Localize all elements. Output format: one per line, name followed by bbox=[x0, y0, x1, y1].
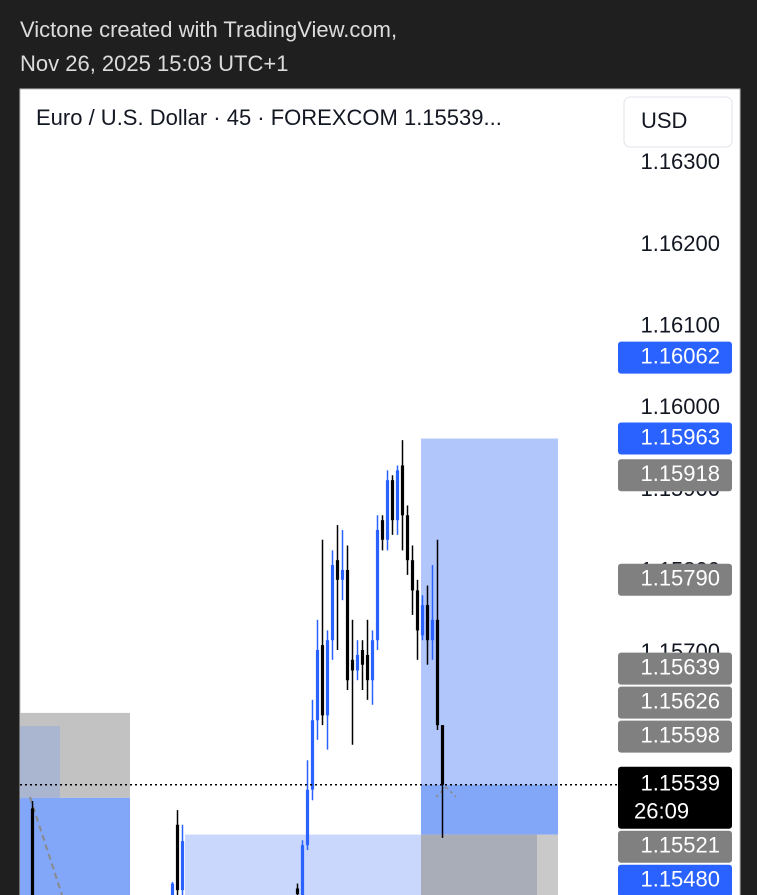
price-badge bbox=[618, 864, 732, 895]
currency-button[interactable] bbox=[623, 96, 733, 148]
candle-body bbox=[305, 789, 310, 846]
price-badge-label: 1.15963 bbox=[640, 424, 720, 449]
price-badge-label: 1.15598 bbox=[640, 722, 720, 747]
candle-body bbox=[345, 569, 350, 681]
trend-line bbox=[435, 786, 447, 798]
candle-body bbox=[410, 560, 415, 591]
zone bbox=[20, 725, 60, 798]
candle-body bbox=[425, 605, 430, 641]
zone bbox=[537, 834, 558, 895]
candle-body bbox=[180, 841, 185, 891]
chart-legend: Euro / U.S. Dollar · 45 · FOREXCOM 1.155… bbox=[36, 105, 502, 130]
drawings bbox=[29, 786, 457, 895]
chart-panel bbox=[19, 88, 741, 895]
candle-body bbox=[400, 465, 405, 516]
zone bbox=[421, 834, 537, 895]
candle-body bbox=[435, 619, 440, 726]
candle-body bbox=[320, 645, 325, 716]
candles bbox=[30, 440, 445, 895]
candle-body bbox=[170, 883, 175, 895]
price-badge bbox=[618, 422, 732, 455]
y-tick-label: 1.16300 bbox=[640, 149, 720, 174]
price-badge-label: 1.15639 bbox=[640, 654, 720, 679]
trend-line bbox=[445, 786, 457, 798]
candle-body bbox=[310, 720, 315, 790]
candle-body bbox=[390, 480, 395, 521]
candle-body bbox=[300, 845, 305, 895]
price-badge bbox=[618, 459, 732, 492]
candle-body bbox=[315, 650, 320, 721]
currency-label[interactable]: USD bbox=[641, 108, 687, 133]
candle-body bbox=[325, 640, 330, 716]
candle-body bbox=[420, 605, 425, 636]
candle-body bbox=[340, 569, 345, 580]
price-badge-label: 1.15918 bbox=[640, 461, 720, 486]
candle-body bbox=[30, 808, 35, 895]
candle-body bbox=[375, 529, 380, 641]
price-badge bbox=[618, 830, 732, 863]
price-labels: 1.16062 1.15963 1.15918 1.15790 1.15639 1.156… bbox=[20, 341, 732, 895]
price-badge-label: 1.15539 bbox=[640, 771, 720, 796]
zone bbox=[421, 784, 558, 835]
candle-body bbox=[395, 470, 400, 521]
candle-body bbox=[385, 480, 390, 540]
price-badge bbox=[618, 341, 732, 374]
candle-body bbox=[380, 520, 385, 540]
price-badge-label: 1.15521 bbox=[640, 833, 720, 858]
candle-body bbox=[295, 888, 300, 895]
candle-body bbox=[430, 619, 435, 641]
y-tick-label: 1.16200 bbox=[640, 231, 720, 256]
price-badge bbox=[618, 652, 732, 685]
price-badge-label: 1.15790 bbox=[640, 566, 720, 591]
candle-body bbox=[335, 560, 340, 580]
trend-line bbox=[29, 796, 63, 895]
price-badge bbox=[618, 720, 732, 753]
candle-body bbox=[370, 640, 375, 681]
y-tick-label: 1.16100 bbox=[640, 312, 720, 337]
candle-body bbox=[350, 659, 355, 671]
author-line: Victone created with TradingView.com, bbox=[20, 17, 397, 42]
price-badge bbox=[618, 563, 732, 596]
candle-body bbox=[440, 725, 445, 785]
countdown-label: 26:09 bbox=[634, 799, 689, 824]
price-badge-label: 1.15626 bbox=[640, 688, 720, 713]
candle-body bbox=[330, 565, 335, 641]
candle-body bbox=[360, 650, 365, 665]
candle-body bbox=[365, 654, 370, 681]
price-badge-label: 1.15480 bbox=[640, 867, 720, 892]
candle-body bbox=[415, 590, 420, 631]
date-line: Nov 26, 2025 15:03 UTC+1 bbox=[20, 51, 288, 76]
price-badge-label: 1.16062 bbox=[640, 343, 720, 368]
price-badge bbox=[618, 686, 732, 719]
y-tick-label: 1.16000 bbox=[640, 394, 720, 419]
candle-body bbox=[355, 654, 360, 671]
candle-body bbox=[405, 515, 410, 561]
zone bbox=[20, 797, 130, 895]
candle-body bbox=[175, 824, 180, 891]
price-badge bbox=[618, 766, 732, 829]
